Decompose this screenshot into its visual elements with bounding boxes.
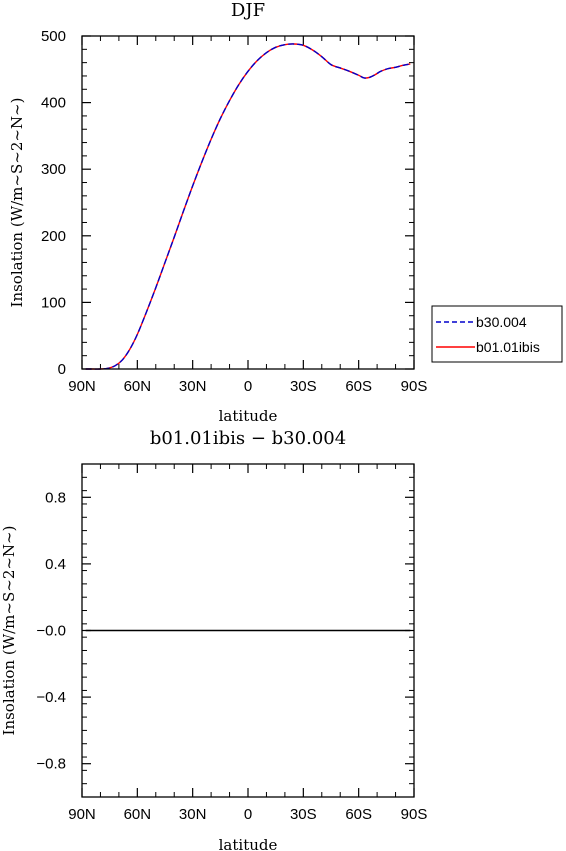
y-tick-label: 200 — [41, 228, 66, 245]
series-line-b30-004 — [85, 43, 411, 370]
x-tick-label: 0 — [244, 378, 252, 395]
x-tick-label: 60N — [124, 378, 152, 395]
y-tick-label: 300 — [41, 161, 66, 178]
y-tick-label: 0.4 — [45, 556, 66, 573]
bottom-chart-title: b01.01ibis − b30.004 — [150, 428, 346, 449]
y-tick-label: 500 — [41, 28, 66, 45]
legend-label-b01-01ibis: b01.01ibis — [476, 339, 540, 355]
x-tick-label: 60S — [345, 806, 372, 823]
bottom-x-axis-label: latitude — [219, 836, 278, 851]
x-tick-label: 60S — [345, 378, 372, 395]
legend: b30.004 b01.01ibis — [431, 305, 563, 363]
top-plot-frame — [81, 35, 415, 370]
top-plot-lines — [85, 43, 411, 370]
bottom-y-axis-label: Insolation (W/m~S~2~N~) — [0, 526, 18, 736]
x-tick-label: 0 — [244, 806, 252, 823]
y-tick-label: 0 — [58, 361, 66, 378]
x-tick-label: 90S — [401, 806, 428, 823]
top-y-axis-label: Insolation (W/m~S~2~N~) — [8, 98, 26, 308]
x-tick-label: 30N — [179, 378, 207, 395]
top-chart-title: DJF — [231, 0, 265, 21]
x-tick-label: 30N — [179, 806, 207, 823]
y-tick-label: 100 — [41, 294, 66, 311]
x-tick-label: 90N — [68, 806, 96, 823]
x-tick-label: 60N — [124, 806, 152, 823]
y-tick-label: −0.0 — [36, 623, 66, 640]
series-line-b01-01ibis — [85, 43, 411, 370]
x-tick-label: 90N — [68, 378, 96, 395]
bottom-axis-ticks: 90N 60N 30N 0 30S 60S 90S 0.8 0.4 −0.0 −0.4 −0.8 — [36, 463, 428, 823]
bottom-panel: b01.01ibis − b30.004 latitude Insolation… — [0, 428, 427, 851]
x-tick-label: 90S — [401, 378, 428, 395]
x-tick-label: 30S — [290, 378, 317, 395]
top-x-axis-label: latitude — [219, 407, 278, 425]
bottom-plot-frame — [81, 463, 415, 798]
legend-label-b30-004: b30.004 — [476, 314, 527, 330]
legend-box — [431, 305, 563, 363]
top-axis-ticks: 90N 60N 30N 0 30S 60S 90S 0 100 200 300 400 500 — [41, 28, 427, 395]
x-tick-label: 30S — [290, 806, 317, 823]
y-tick-label: 400 — [41, 95, 66, 112]
top-panel: DJF latitude Insolation (W/m~S~2~N~) 90N… — [8, 0, 427, 425]
y-tick-label: 0.8 — [45, 489, 66, 506]
y-tick-label: −0.8 — [36, 756, 66, 773]
y-tick-label: −0.4 — [36, 689, 66, 706]
